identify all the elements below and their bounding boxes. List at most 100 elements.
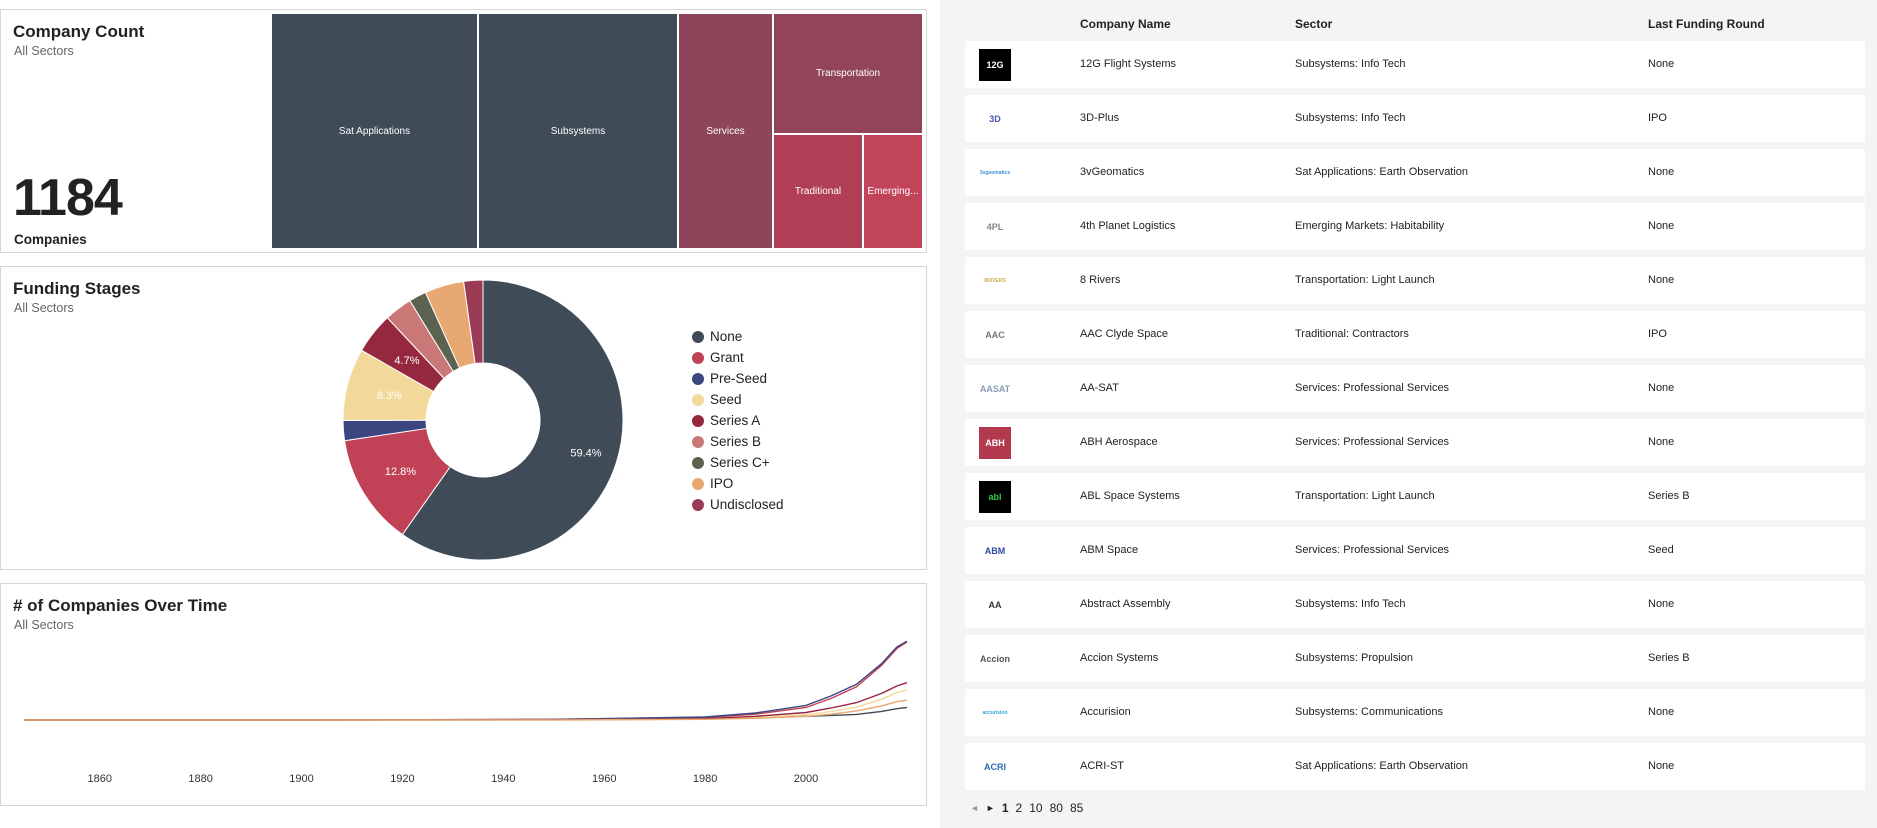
- company-name-cell[interactable]: 4th Planet Logistics: [1080, 220, 1176, 232]
- legend-label: Series C+: [710, 455, 770, 470]
- table-row[interactable]: AA Abstract Assembly Subsystems: Info Tech…: [965, 581, 1865, 628]
- company-count-panel: Company Count All Sectors 1184 Companies…: [0, 9, 927, 253]
- logo-text: 3vgeomatics: [979, 170, 1011, 176]
- x-tick-label: 1880: [188, 773, 212, 785]
- company-name-cell[interactable]: 12G Flight Systems: [1080, 58, 1176, 70]
- legend-item-ipo[interactable]: IPO: [692, 473, 784, 494]
- treemap-transportation[interactable]: Transportation: [773, 13, 923, 134]
- legend-item-series-a[interactable]: Series A: [692, 410, 784, 431]
- donut-slice-none[interactable]: [401, 279, 624, 561]
- funding-stages-panel: Funding Stages All Sectors 59.4% 12.8% 8.3…: [0, 266, 927, 570]
- companies-over-time-chart: 1860 1880 1900 1920 1940 1960 1980 2000: [24, 640, 908, 785]
- page-link[interactable]: 2: [1015, 801, 1023, 815]
- table-row[interactable]: accurision Accurision Subsystems: Communic…: [965, 689, 1865, 736]
- company-name-cell[interactable]: ABL Space Systems: [1080, 490, 1180, 502]
- page-link[interactable]: 10: [1029, 801, 1043, 815]
- company-name-cell[interactable]: Accurision: [1080, 706, 1131, 718]
- company-name-cell[interactable]: 3D-Plus: [1080, 112, 1120, 124]
- funding-round-cell: Series B: [1648, 490, 1690, 502]
- treemap-emerging[interactable]: Emerging...: [863, 134, 923, 249]
- legend-label: Grant: [710, 350, 744, 365]
- donut-data-label: 12.8%: [385, 466, 416, 478]
- series-line-5: [24, 699, 908, 721]
- table-row[interactable]: ABH ABH Aerospace Services: Professional S…: [965, 419, 1865, 466]
- company-logo: accurision: [979, 697, 1011, 729]
- treemap-traditional[interactable]: Traditional: [773, 134, 863, 249]
- donut-slice-undisclosed[interactable]: [463, 279, 484, 365]
- page-link[interactable]: 85: [1069, 801, 1084, 815]
- company-name-cell[interactable]: 8 Rivers: [1080, 274, 1121, 286]
- company-name-cell[interactable]: 3vGeomatics: [1080, 166, 1145, 178]
- table-row[interactable]: abl ABL Space Systems Transportation: Ligh…: [965, 473, 1865, 520]
- table-row[interactable]: AASAT AA-SAT Services: Professional Servic…: [965, 365, 1865, 412]
- company-logo: 12G: [979, 49, 1011, 81]
- series-line-4: [24, 682, 908, 721]
- funding-round-cell: None: [1648, 706, 1675, 718]
- table-row[interactable]: 3vgeomatics 3vGeomatics Sat Applications: …: [965, 149, 1865, 196]
- column-header-last-funding-round[interactable]: Last Funding Round: [1648, 17, 1765, 31]
- legend-item-grant[interactable]: Grant: [692, 347, 784, 368]
- sector-cell: Sat Applications: Earth Observation: [1295, 760, 1469, 772]
- table-row[interactable]: Accion Accion Systems Subsystems: Propulsi…: [965, 635, 1865, 682]
- sector-cell: Transportation: Light Launch: [1295, 274, 1435, 286]
- treemap-label: Sat Applications: [338, 125, 411, 137]
- legend-item-none[interactable]: None: [692, 326, 784, 347]
- legend-item-series-c[interactable]: Series C+: [692, 452, 784, 473]
- company-count-subtitle: All Sectors: [14, 44, 74, 58]
- company-logo: 3vgeomatics: [979, 157, 1011, 189]
- prev-page-arrow-icon[interactable]: ◄: [970, 803, 979, 813]
- table-row[interactable]: ABM ABM Space Services: Professional Servi…: [965, 527, 1865, 574]
- table-row[interactable]: 12G 12G Flight Systems Subsystems: Info Te…: [965, 41, 1865, 88]
- funding-round-cell: None: [1648, 274, 1675, 286]
- legend-item-series-b[interactable]: Series B: [692, 431, 784, 452]
- logo-text: ABH: [985, 438, 1005, 448]
- sector-cell: Services: Professional Services: [1295, 436, 1450, 448]
- treemap-subsystems[interactable]: Subsystems: [478, 13, 678, 249]
- donut-data-label: 8.3%: [377, 390, 402, 402]
- company-logo: abl: [979, 481, 1011, 513]
- left-pane: Company Count All Sectors 1184 Companies…: [0, 9, 927, 806]
- table-row[interactable]: ACRI ACRI-ST Sat Applications: Earth Obser…: [965, 743, 1865, 790]
- company-name-cell[interactable]: Accion Systems: [1080, 652, 1159, 664]
- treemap-label: Services: [706, 125, 745, 137]
- x-tick-label: 1920: [390, 773, 414, 785]
- table-row[interactable]: 3D 3D-Plus Subsystems: Info Tech IPO: [965, 95, 1865, 142]
- funding-round-cell: Series B: [1648, 652, 1690, 664]
- company-name-cell[interactable]: ABM Space: [1080, 544, 1139, 556]
- treemap-label: Subsystems: [550, 125, 606, 137]
- company-name-cell[interactable]: Abstract Assembly: [1080, 598, 1171, 610]
- company-logo: AA: [979, 589, 1011, 621]
- treemap-sat-applications[interactable]: Sat Applications: [271, 13, 478, 249]
- legend-swatch: [692, 372, 704, 385]
- page-link[interactable]: 80: [1049, 801, 1063, 815]
- sector-cell: Emerging Markets: Habitability: [1295, 220, 1445, 232]
- company-name-cell[interactable]: AA-SAT: [1080, 382, 1119, 394]
- treemap-services[interactable]: Services: [678, 13, 773, 249]
- company-logo: ABM: [979, 535, 1011, 567]
- over-time-subtitle: All Sectors: [14, 618, 74, 632]
- funding-legend: None Grant Pre-Seed Seed Series A Series…: [692, 326, 784, 515]
- legend-item-undisclosed[interactable]: Undisclosed: [692, 494, 784, 515]
- table-row[interactable]: AAC AAC Clyde Space Traditional: Contracto…: [965, 311, 1865, 358]
- table-row[interactable]: 8RIVERS 8 Rivers Transportation: Light Lau…: [965, 257, 1865, 304]
- funding-round-cell: None: [1648, 436, 1675, 448]
- table-row[interactable]: 4PL 4th Planet Logistics Emerging Markets:…: [965, 203, 1865, 250]
- column-header-company-name[interactable]: Company Name: [1080, 17, 1171, 31]
- company-logo: ABH: [979, 427, 1011, 459]
- company-logo: ACRI: [979, 751, 1011, 783]
- company-name-cell[interactable]: ACRI-ST: [1080, 760, 1124, 772]
- legend-swatch: [692, 414, 704, 427]
- company-name-cell[interactable]: AAC Clyde Space: [1080, 328, 1169, 340]
- legend-item-pre-seed[interactable]: Pre-Seed: [692, 368, 784, 389]
- next-page-arrow-icon[interactable]: ►: [985, 803, 995, 813]
- sector-cell: Transportation: Light Launch: [1295, 490, 1435, 502]
- legend-item-seed[interactable]: Seed: [692, 389, 784, 410]
- company-table-pane: Company Name Sector Last Funding Round 1…: [940, 0, 1877, 828]
- company-name-cell[interactable]: ABH Aerospace: [1080, 436, 1158, 448]
- column-header-sector[interactable]: Sector: [1295, 17, 1333, 31]
- table-header: Company Name Sector Last Funding Round: [940, 0, 1877, 44]
- legend-label: Seed: [710, 392, 742, 407]
- page-link-current[interactable]: 1: [1001, 801, 1009, 815]
- company-count-label: Companies: [14, 232, 87, 247]
- series-line-1: [24, 641, 908, 721]
